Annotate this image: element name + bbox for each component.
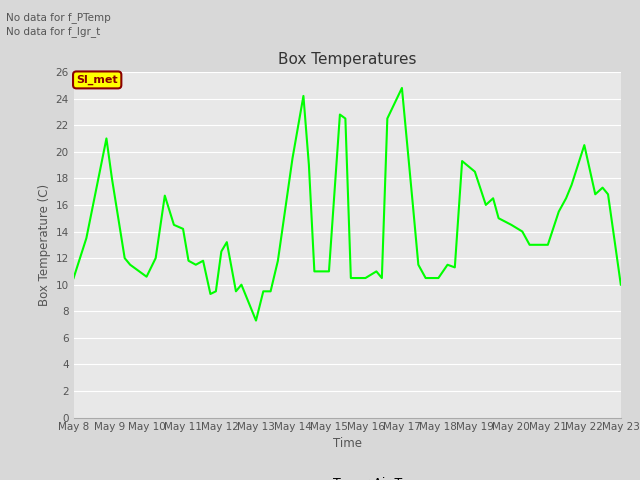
Text: Sl_met: Sl_met	[76, 75, 118, 85]
Y-axis label: Box Temperature (C): Box Temperature (C)	[38, 184, 51, 306]
Text: No data for f_PTemp: No data for f_PTemp	[6, 12, 111, 23]
X-axis label: Time: Time	[333, 437, 362, 450]
Legend: Tower Air T: Tower Air T	[287, 472, 408, 480]
Text: No data for f_lgr_t: No data for f_lgr_t	[6, 26, 100, 37]
Title: Box Temperatures: Box Temperatures	[278, 52, 417, 67]
